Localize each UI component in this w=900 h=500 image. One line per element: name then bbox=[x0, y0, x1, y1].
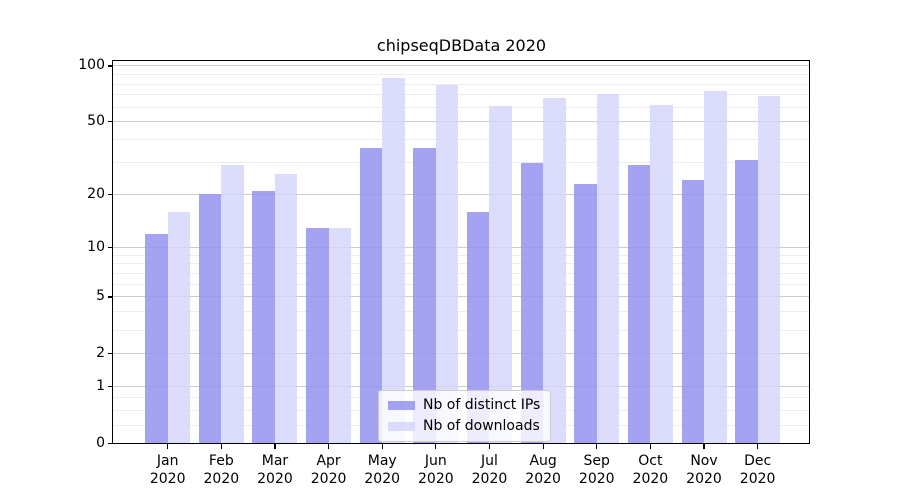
x-tick-feb bbox=[220, 443, 222, 449]
x-tick-label-mar: Mar 2020 bbox=[257, 453, 293, 487]
chart-title: chipseqDBData 2020 bbox=[376, 36, 547, 55]
plot-area bbox=[113, 60, 810, 444]
x-tick-label-sep: Sep 2020 bbox=[578, 453, 615, 487]
x-tick-label-dec: Dec 2020 bbox=[739, 453, 776, 487]
minor-gridline bbox=[113, 329, 810, 331]
bar-distinct-ips-jun bbox=[413, 148, 436, 444]
legend-swatch-downloads-icon bbox=[388, 421, 415, 432]
minor-gridline bbox=[113, 263, 810, 265]
x-tick-oct bbox=[649, 443, 651, 449]
bar-distinct-ips-nov bbox=[681, 180, 704, 444]
x-tick-label-jun: Jun 2020 bbox=[418, 453, 454, 487]
x-tick-sep bbox=[596, 443, 598, 449]
bar-downloads-feb bbox=[221, 165, 244, 444]
legend-entry-downloads: Nb of downloads bbox=[388, 418, 540, 435]
minor-gridline bbox=[113, 283, 810, 285]
major-gridline bbox=[113, 121, 810, 123]
bar-downloads-dec bbox=[757, 95, 781, 444]
y-tick-label-10: 10 bbox=[87, 238, 105, 255]
bar-distinct-ips-jan bbox=[145, 233, 168, 444]
major-gridline bbox=[113, 353, 810, 355]
bar-distinct-ips-sep bbox=[574, 183, 597, 444]
bar-distinct-ips-feb bbox=[198, 194, 222, 444]
bar-distinct-ips-may bbox=[359, 148, 383, 444]
x-tick-label-oct: Oct 2020 bbox=[632, 453, 669, 487]
major-gridline bbox=[113, 296, 810, 298]
legend-swatch-distinct-ips-icon bbox=[388, 400, 415, 411]
legend-entry-distinct-ips: Nb of distinct IPs bbox=[388, 397, 540, 414]
y-tick-label-100: 100 bbox=[78, 57, 105, 74]
bar-distinct-ips-aug bbox=[520, 162, 544, 444]
x-tick-apr bbox=[327, 443, 330, 449]
x-tick-may bbox=[381, 443, 383, 449]
x-tick-label-jul: Jul 2020 bbox=[471, 453, 508, 487]
y-tick-5 bbox=[107, 296, 113, 298]
x-tick-label-apr: Apr 2020 bbox=[310, 453, 347, 487]
x-tick-jun bbox=[435, 443, 437, 449]
bar-downloads-mar bbox=[274, 173, 298, 444]
x-tick-aug bbox=[542, 443, 544, 449]
y-tick-2 bbox=[107, 353, 113, 355]
x-tick-label-feb: Feb 2020 bbox=[203, 453, 240, 487]
bar-downloads-may bbox=[382, 78, 405, 444]
minor-gridline bbox=[113, 106, 810, 108]
x-tick-label-jan: Jan 2020 bbox=[149, 453, 186, 487]
y-tick-10 bbox=[107, 246, 113, 248]
x-tick-nov bbox=[703, 443, 705, 449]
y-tick-20 bbox=[107, 193, 113, 196]
bar-distinct-ips-oct bbox=[627, 165, 651, 444]
x-tick-label-may: May 2020 bbox=[364, 453, 401, 487]
major-gridline bbox=[113, 246, 810, 248]
x-tick-mar bbox=[274, 443, 276, 449]
minor-gridline bbox=[113, 162, 810, 164]
y-tick-label-50: 50 bbox=[87, 113, 105, 130]
minor-gridline bbox=[113, 311, 810, 313]
bar-downloads-jan bbox=[167, 211, 191, 444]
minor-gridline bbox=[113, 74, 810, 75]
y-tick-0 bbox=[107, 442, 113, 445]
y-tick-label-1: 1 bbox=[96, 378, 105, 395]
x-tick-jul bbox=[488, 443, 491, 449]
minor-gridline bbox=[113, 94, 810, 96]
x-tick-label-aug: Aug 2020 bbox=[525, 453, 561, 487]
major-gridline bbox=[113, 386, 810, 388]
bar-distinct-ips-dec bbox=[735, 160, 758, 444]
bar-downloads-oct bbox=[650, 104, 673, 444]
y-tick-50 bbox=[107, 121, 113, 123]
bar-distinct-ips-apr bbox=[306, 227, 329, 444]
y-tick-100 bbox=[107, 65, 113, 67]
x-tick-dec bbox=[757, 443, 759, 449]
bar-distinct-ips-jul bbox=[466, 211, 490, 444]
y-tick-label-0: 0 bbox=[96, 435, 105, 451]
y-tick-label-20: 20 bbox=[87, 185, 105, 202]
legend-label-distinct-ips: Nb of distinct IPs bbox=[423, 397, 541, 413]
x-tick-label-nov: Nov 2020 bbox=[686, 453, 722, 487]
y-tick-label-5: 5 bbox=[96, 288, 105, 305]
bar-downloads-jun bbox=[435, 85, 459, 444]
bar-downloads-aug bbox=[543, 98, 566, 444]
bar-downloads-sep bbox=[596, 93, 620, 444]
bar-downloads-nov bbox=[704, 91, 727, 444]
bar-distinct-ips-mar bbox=[252, 190, 275, 444]
minor-gridline bbox=[113, 139, 810, 141]
x-tick-jan bbox=[167, 443, 169, 449]
y-tick-1 bbox=[107, 386, 113, 388]
y-tick-label-2: 2 bbox=[96, 345, 105, 362]
legend-label-downloads: Nb of downloads bbox=[423, 418, 540, 434]
bar-downloads-apr bbox=[328, 227, 352, 444]
bar-downloads-jul bbox=[489, 105, 512, 444]
major-gridline bbox=[113, 193, 810, 195]
major-gridline bbox=[113, 65, 810, 67]
minor-gridline bbox=[113, 83, 810, 85]
minor-gridline bbox=[113, 272, 810, 274]
minor-gridline bbox=[113, 254, 810, 256]
legend: Nb of distinct IPs Nb of downloads bbox=[378, 390, 552, 442]
